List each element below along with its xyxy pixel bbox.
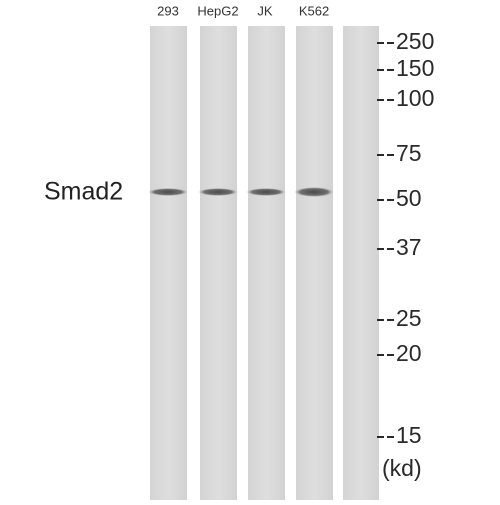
marker-label: 50 xyxy=(396,185,422,211)
lane-label: HepG2 xyxy=(197,3,238,18)
lane xyxy=(150,26,187,500)
marker-label: 150 xyxy=(396,55,434,81)
lane-label: K562 xyxy=(299,3,329,18)
marker-label: 37 xyxy=(396,234,422,260)
marker-label: 15 xyxy=(396,422,422,448)
band xyxy=(294,187,334,197)
lane xyxy=(296,26,333,500)
marker-label: 20 xyxy=(396,340,422,366)
protein-label: Smad2 xyxy=(44,178,123,206)
lane-labels: 293 HepG2 JK K562 xyxy=(157,3,329,18)
band xyxy=(246,188,286,196)
marker-label: 25 xyxy=(396,305,422,331)
lane-label: 293 xyxy=(157,3,179,18)
unit-label: (kd) xyxy=(382,455,422,481)
lane xyxy=(200,26,237,500)
band xyxy=(148,188,188,196)
marker-label: 250 xyxy=(396,28,434,54)
bands xyxy=(148,187,334,197)
lanes xyxy=(150,26,379,500)
lane-label: JK xyxy=(257,3,273,18)
marker-label: 100 xyxy=(396,85,434,111)
band xyxy=(198,188,238,196)
lane xyxy=(248,26,285,500)
lane xyxy=(343,26,379,500)
marker-label: 75 xyxy=(396,140,422,166)
